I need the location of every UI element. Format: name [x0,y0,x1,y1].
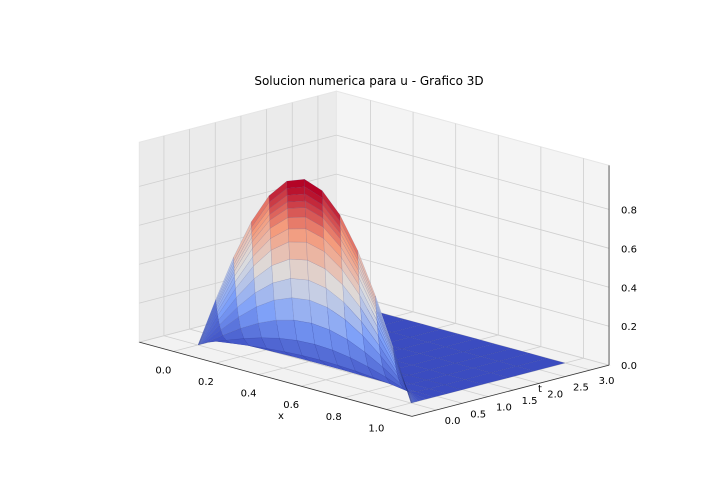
surface-cell [276,319,298,341]
axis-lines [139,165,610,417]
x-tick-label: 0.2 [198,377,214,388]
tick-labels: 0.0 0.2 0.4 0.6 0.8 1.0 0.0 0.5 1.0 1.5 2.0 2.5 3.0 0… [155,205,637,434]
surface-cell [408,391,435,400]
surface-cell [289,258,309,281]
surface-cell [287,216,307,230]
z-tick-label: 0.6 [621,244,637,255]
surface-cell [393,349,412,404]
x-axis-line [139,341,413,417]
x-tick-label: 0.0 [155,365,171,376]
z-tick-label: 0.4 [621,283,637,294]
x-tick-label: 1.0 [368,423,384,434]
grid-back-z [336,251,610,327]
surface-cell [287,200,306,209]
t-tick-label: 2.0 [547,389,563,400]
grid-floor-t [163,335,437,411]
x-tick-label: 0.8 [326,412,342,423]
surface-cell [288,228,307,243]
x-tick-label: 0.6 [283,400,299,411]
surface-mesh [197,179,566,404]
x-axis-label: x [278,411,284,422]
surface-cell [258,319,280,339]
surface-cell [464,372,510,385]
surface-cell [288,241,308,261]
z-tick-label: 0.0 [621,361,637,372]
z-tick-label: 0.8 [621,205,637,216]
grid-back-z [336,212,610,288]
t-axis-label: t [538,384,542,395]
surface-cell [393,353,413,403]
t-tick-label: 0.5 [470,409,486,420]
surface-cell [291,297,312,324]
surface-cell [287,207,306,218]
t-axis-line [411,364,610,417]
t-tick-label: 3.0 [599,376,615,387]
grid-back-z [336,134,610,210]
t-tick-label: 0.0 [445,416,461,427]
surface-cell [273,297,295,321]
grid-back-z [336,173,610,249]
surface-cell [398,377,419,402]
x-tick-label: 0.4 [241,389,257,400]
t-tick-label: 1.0 [496,403,512,414]
t-tick-label: 2.5 [573,383,589,394]
grid-left-z [139,134,337,187]
surface-cell [393,347,412,404]
surface-cell [396,373,417,403]
grid-back-z [336,290,610,366]
t-tick-label: 1.5 [522,396,538,407]
surface-cell [394,357,413,403]
surface-cell [515,358,566,372]
surface-cell [290,278,310,301]
z-tick-label: 0.2 [621,322,637,333]
surface-cell [394,360,414,403]
chart-title: Solucion numerica para u - Grafico 3D [254,74,483,88]
